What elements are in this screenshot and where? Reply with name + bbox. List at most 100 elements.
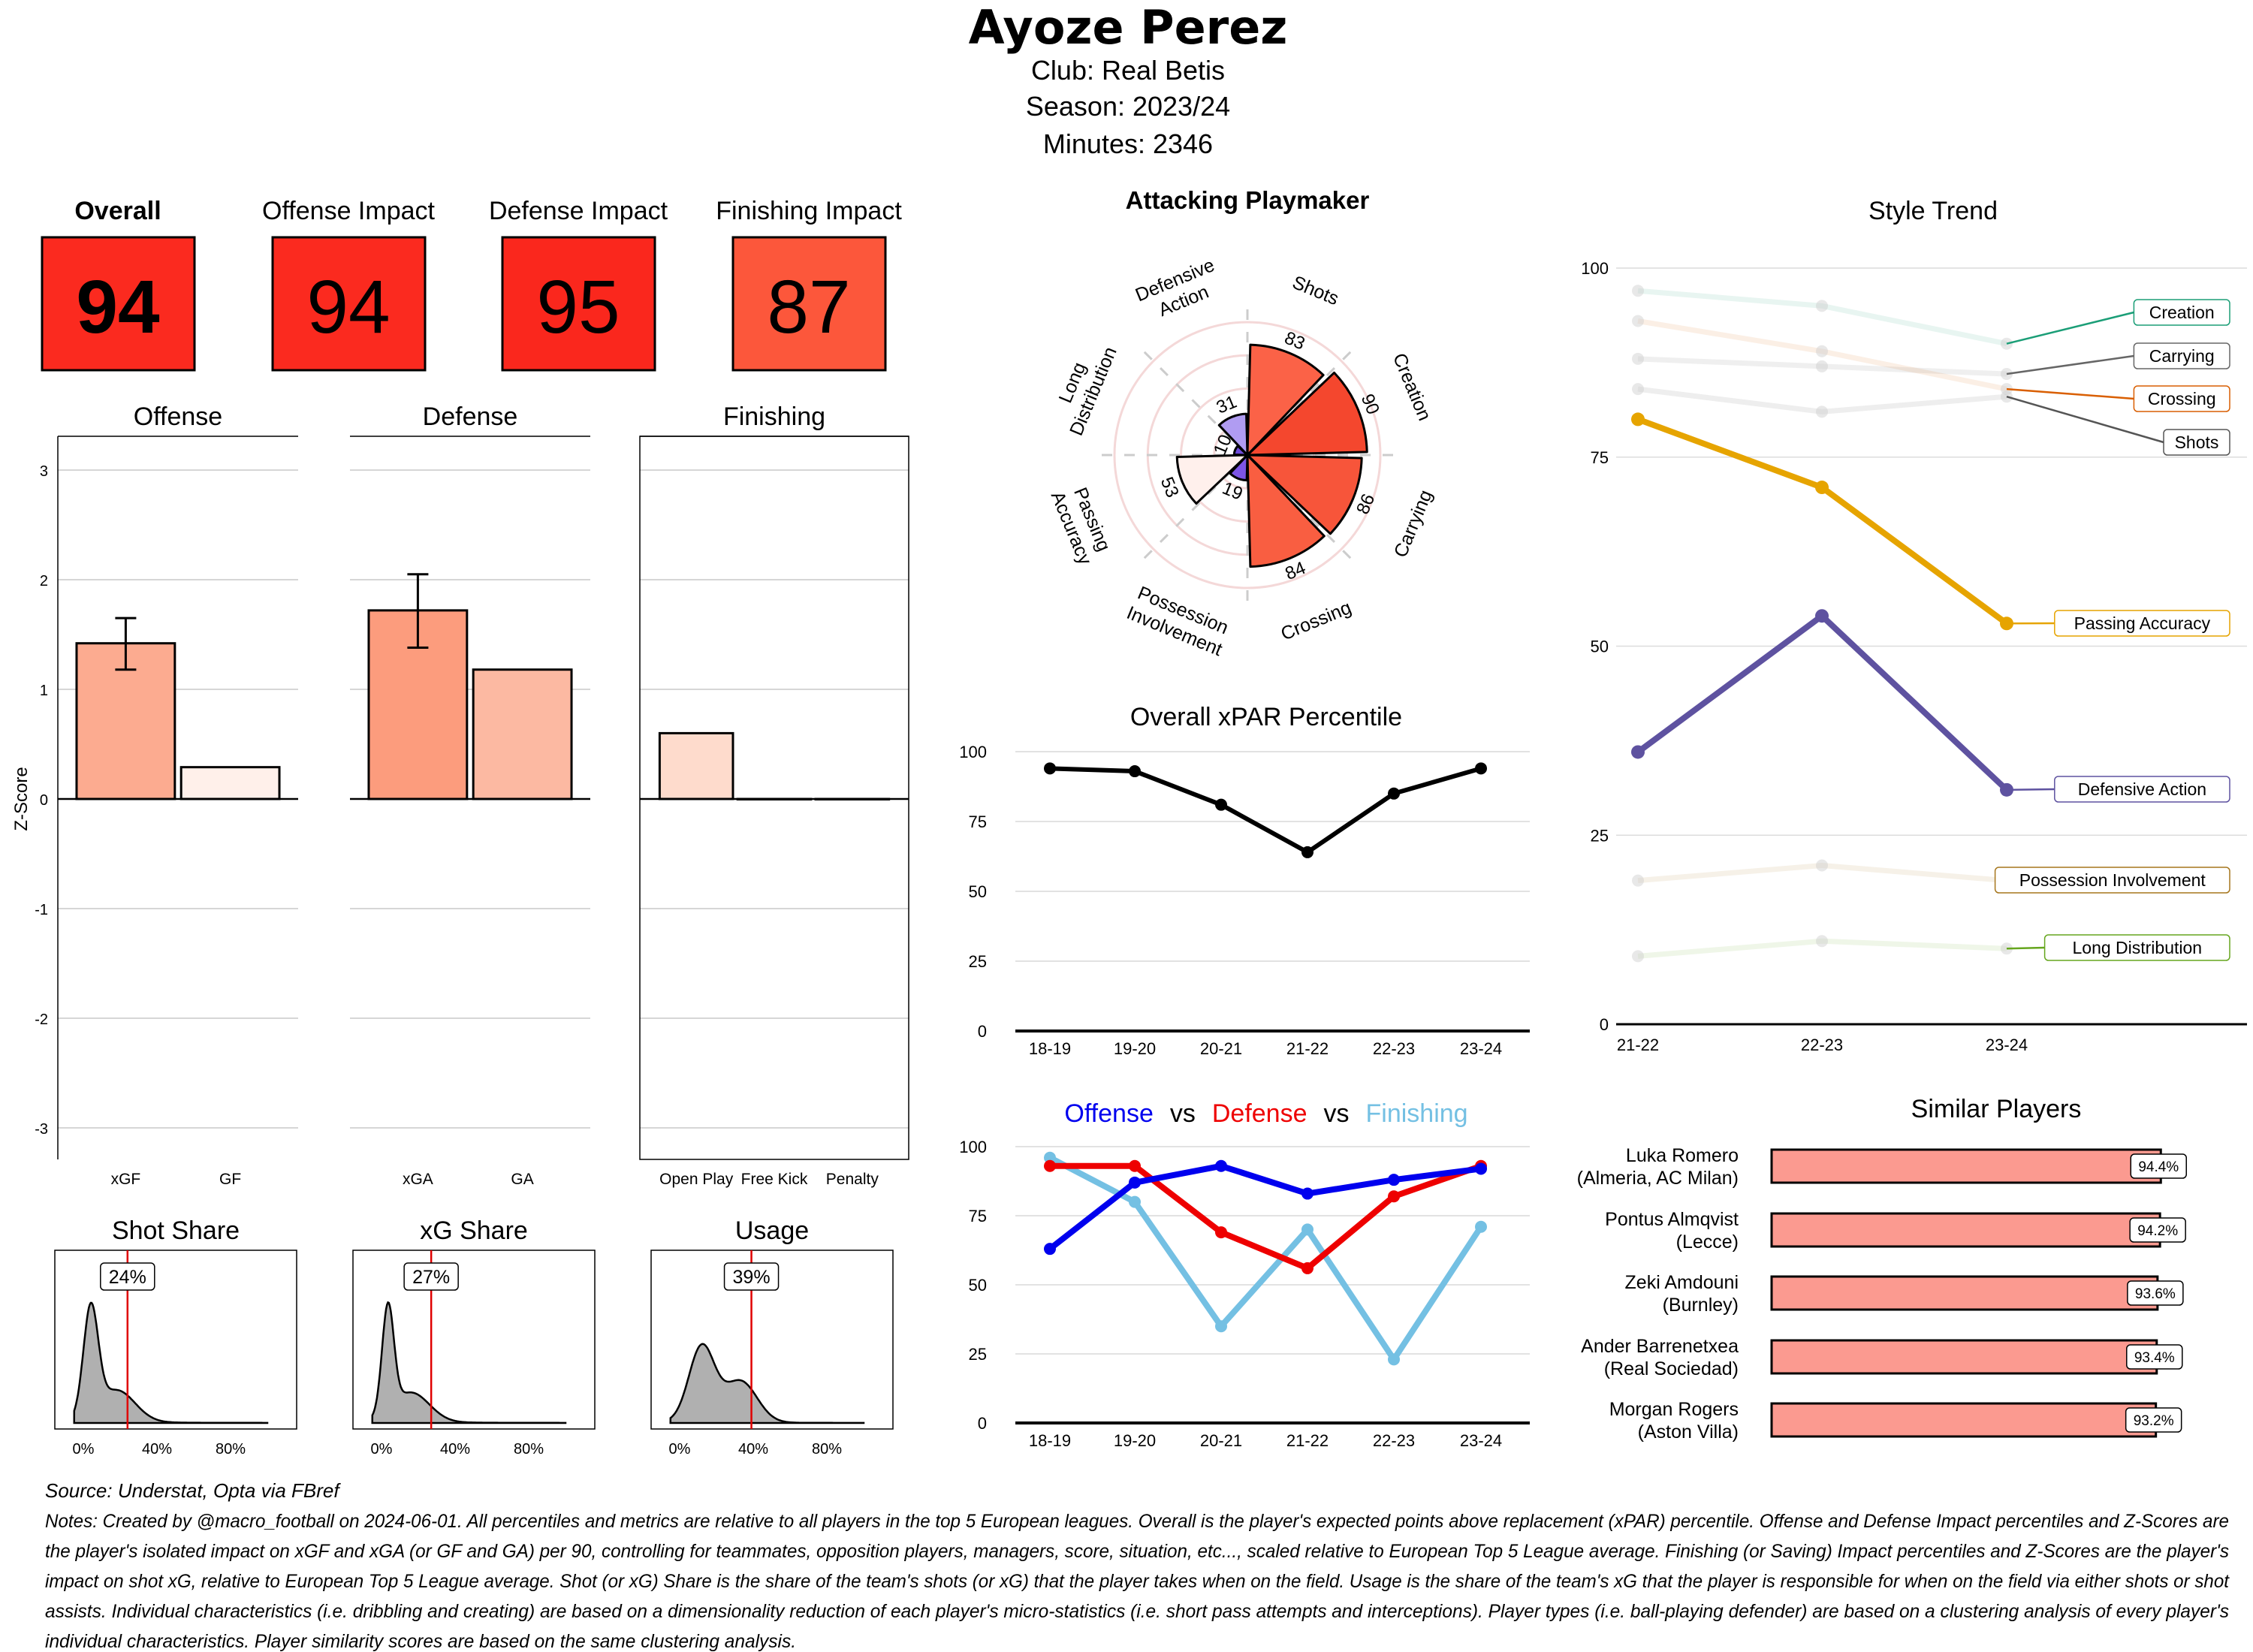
density-curve [669,1343,865,1424]
score-label: Finishing Impact [716,197,902,225]
trend-line-possession-involvement [1637,863,2007,884]
data-point [1301,846,1313,858]
score-card: Defense Impact 95 [489,197,668,372]
series-label-box [1994,867,2230,894]
notes-line: the player's isolated impact on xGF and … [45,1541,2229,1562]
polar-category-label: LongDistribution [1045,335,1120,439]
label-line: Crossing [1278,597,1355,645]
similarity-value: 93.6% [2135,1286,2176,1302]
x-tick-label: 40% [738,1441,768,1458]
data-point [1816,935,1828,948]
score-label: Defense Impact [489,197,668,225]
y-tick-label: 0 [978,1414,987,1433]
polar-bar-creation [1246,371,1368,457]
bar-category-label: xGA [403,1171,433,1188]
x-tick-label: 20-21 [1200,1039,1242,1058]
similarity-value-box [2130,1153,2188,1179]
data-point [1388,787,1400,800]
title-part: vs [1170,1099,1196,1128]
data-point [1129,765,1141,778]
zscore-panel-defense: Defense xGA GA [350,402,590,1188]
trend-line-passing-accuracy [1636,416,2009,626]
value-label: 24% [109,1267,146,1288]
bar-category-label: xGF [111,1171,141,1188]
trend-line-long-distribution [1637,938,2007,959]
zscore-tick-label: -3 [35,1121,48,1138]
data-point [1301,1187,1313,1200]
score-card: Finishing Impact 87 [716,197,902,372]
series-label: Possession Involvement [2019,870,2206,890]
notes-line: individual characteristics. Player simil… [45,1631,796,1652]
x-tick-label: 23-24 [1460,1431,1502,1450]
trend-line-defensive-action [1636,613,2009,792]
data-point [1301,1223,1313,1236]
series-label-box [2054,610,2230,637]
similarity-value: 93.2% [2134,1413,2174,1429]
trend-line-crossing [1637,318,2007,392]
minutes-line: Minutes: 2346 [1043,128,1213,159]
polar-gridline [1180,387,1315,523]
x-tick-label: 0% [371,1441,393,1458]
score-value: 94 [76,265,160,349]
y-tick-label: 0 [1600,1015,1609,1034]
data-point [1388,1174,1400,1186]
zscore-bar-gf [179,766,281,800]
x-tick-label: 80% [514,1441,544,1458]
polar-category-label: Shots [1289,272,1342,309]
polar-category-label: DefensiveAction [1133,255,1226,327]
polar-value-label: 53 [1157,474,1183,500]
title-part: Offense [1064,1099,1153,1128]
panel-title: Shot Share [112,1216,240,1245]
y-tick-label: 50 [969,882,987,901]
label-connector [2006,387,2134,400]
similar-player-row: Ander Barrenetxea(Real Sociedad) 93.4% [1581,1336,2183,1379]
title-part: Finishing [1366,1099,1468,1128]
data-point [1632,950,1644,963]
zscore-tick-label: 0 [40,792,48,809]
x-tick-label: 19-20 [1114,1039,1156,1058]
error-bar [115,616,137,671]
series-label: Passing Accuracy [2074,613,2211,633]
polar-gridline [1113,321,1382,589]
data-point [1044,1159,1056,1172]
value-label-box [100,1262,155,1291]
polar-category-label: Crossing [1278,597,1355,645]
density-curve [371,1301,567,1424]
series-line-defense [1050,1162,1482,1271]
chart-title: Style Trend [1868,197,1998,225]
score-label: Overall [74,197,161,225]
x-tick-label: 40% [440,1441,470,1458]
x-tick-label: 23-24 [1986,1036,2028,1054]
notes-line: assists. Individual characteristics (i.e… [45,1601,2229,1622]
label-line: Shots [1289,272,1342,309]
data-point [1044,762,1056,775]
polar-value-label: 83 [1281,328,1307,354]
y-tick-label: 75 [969,1207,987,1225]
x-tick-label: 20-21 [1200,1431,1242,1450]
season-line: Season: 2023/24 [1026,91,1230,122]
trend-line-creation [1637,288,2007,347]
similarity-bar [1770,1402,2158,1438]
series-label: Creation [2149,303,2215,322]
value-label-box [723,1262,780,1291]
data-point [1632,285,1644,297]
y-tick-label: 100 [959,743,987,761]
data-point [1815,609,1829,623]
x-tick-label: 22-23 [1801,1036,1843,1054]
bar-category-label: GA [511,1171,533,1188]
data-point [1044,1243,1056,1256]
y-tick-label: 100 [959,1138,987,1156]
x-tick-label: 22-23 [1373,1039,1415,1058]
polar-bar-defensive-action [1217,412,1249,457]
player-name-title: Ayoze Perez [969,0,1288,55]
zscore-tick-label: -1 [35,902,48,918]
score-value: 87 [767,265,850,349]
chart-title: Similar Players [1911,1095,2082,1123]
series-label-box [2163,429,2230,456]
similarity-bar [1770,1148,2162,1184]
value-label: 39% [733,1267,771,1288]
polar-category-label: PossessionInvolvement [1123,581,1234,660]
value-label: 27% [412,1267,450,1288]
